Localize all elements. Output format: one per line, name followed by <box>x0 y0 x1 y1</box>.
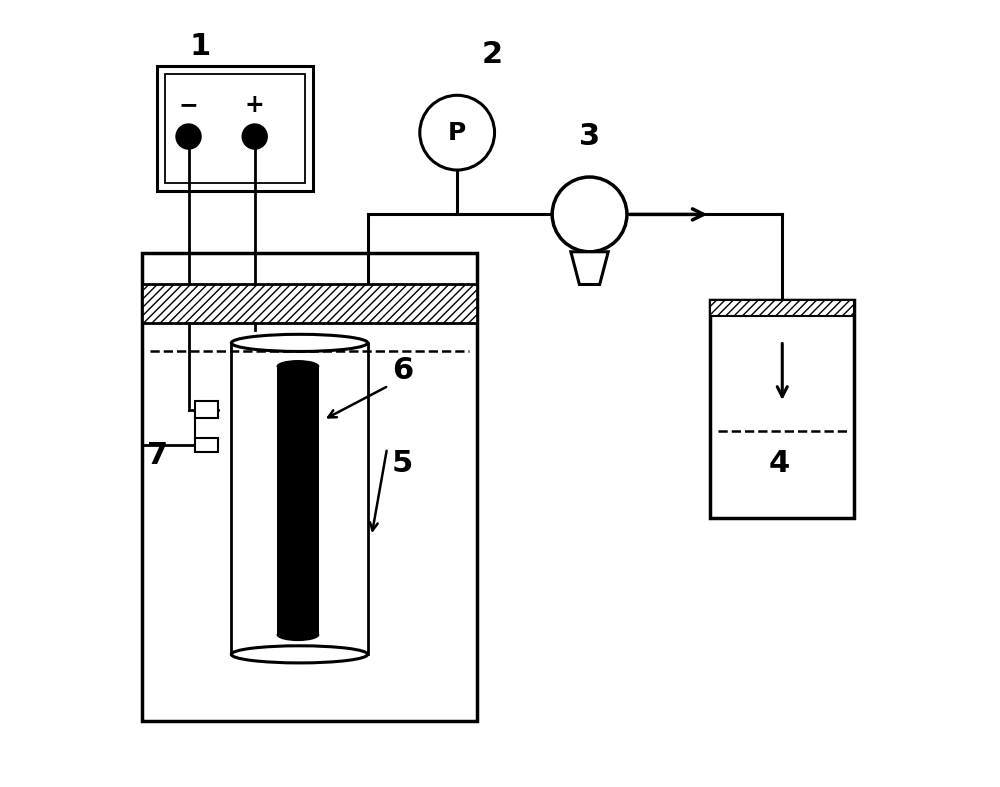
Bar <box>142 284 477 323</box>
Text: 4: 4 <box>768 449 789 478</box>
Bar <box>277 366 319 635</box>
Bar <box>157 66 313 191</box>
Circle shape <box>420 95 495 170</box>
Bar <box>142 253 477 721</box>
Bar <box>195 401 218 419</box>
Text: P: P <box>448 120 466 145</box>
Text: 6: 6 <box>392 356 413 385</box>
Circle shape <box>552 177 627 252</box>
Bar <box>165 74 305 183</box>
Text: 7: 7 <box>147 442 168 471</box>
Text: 3: 3 <box>579 122 600 151</box>
Circle shape <box>243 125 266 148</box>
Bar <box>710 300 854 316</box>
Ellipse shape <box>277 629 319 641</box>
Text: 2: 2 <box>482 40 503 69</box>
Ellipse shape <box>277 360 319 372</box>
Ellipse shape <box>231 334 368 352</box>
Text: −: − <box>179 94 198 117</box>
Circle shape <box>177 125 200 148</box>
Polygon shape <box>571 252 608 284</box>
Text: 5: 5 <box>392 449 413 478</box>
Ellipse shape <box>231 646 368 663</box>
Bar <box>710 300 854 518</box>
Bar <box>195 438 218 452</box>
Text: 1: 1 <box>190 32 211 61</box>
Text: +: + <box>245 94 265 117</box>
